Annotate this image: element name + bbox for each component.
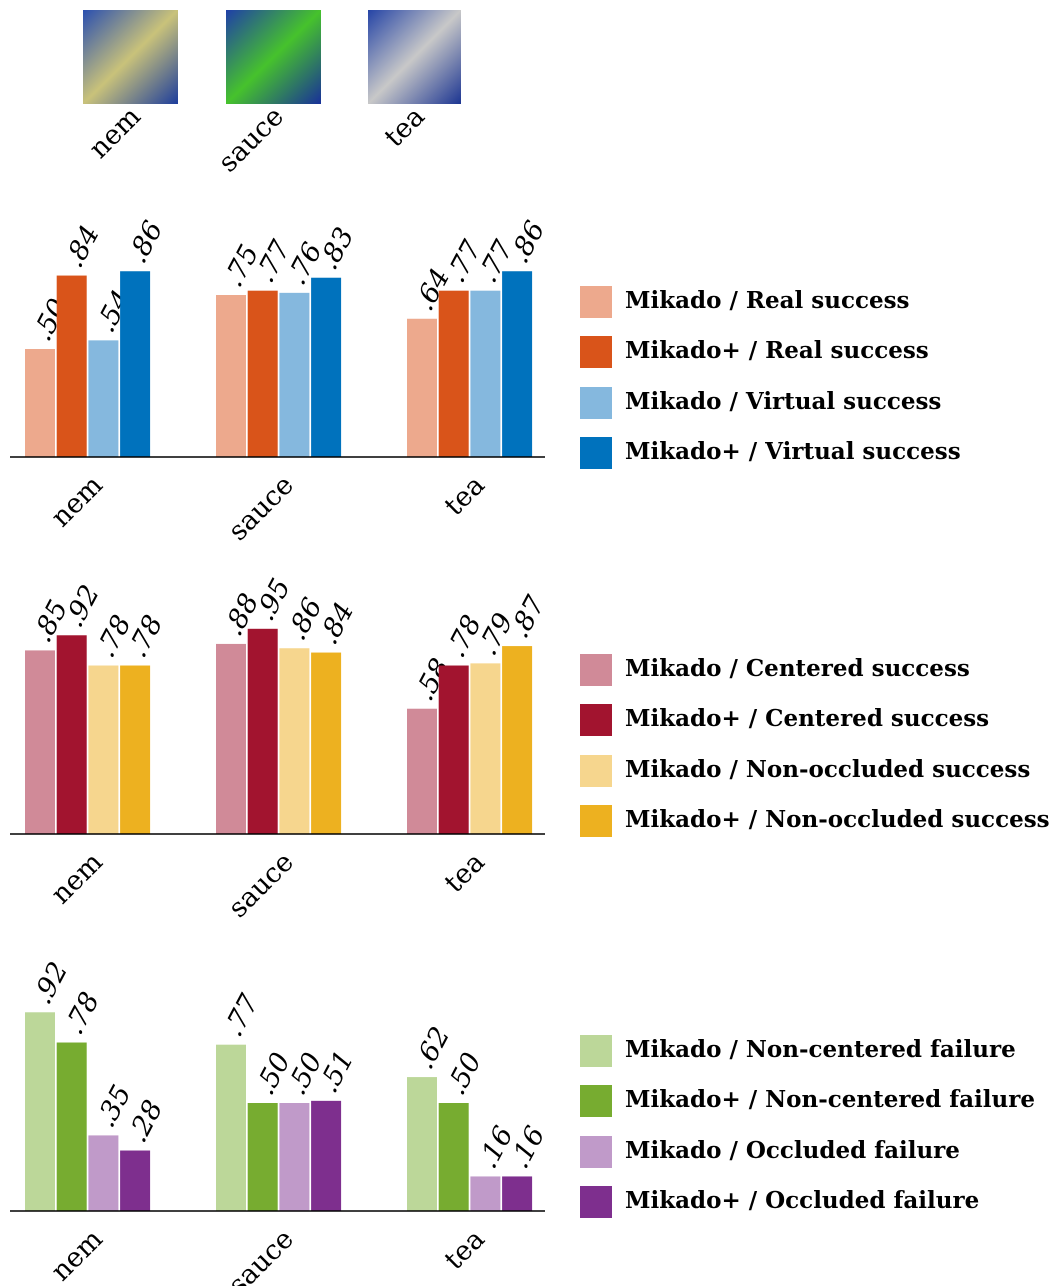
- bar: [502, 646, 533, 834]
- legend-swatch: [580, 704, 612, 736]
- legend-swatch: [580, 387, 612, 419]
- value-label: .16: [504, 1121, 552, 1173]
- x-tick-label: nem: [45, 470, 109, 534]
- bar: [311, 277, 342, 457]
- bar: [56, 635, 87, 834]
- bar: [247, 290, 278, 457]
- x-tick-label: nem: [45, 847, 109, 911]
- legend-label: Mikado / Virtual success: [625, 388, 941, 415]
- legend-label: Mikado / Non-occluded success: [625, 756, 1030, 783]
- value-label: .92: [27, 957, 75, 1009]
- thumbnail-image: [368, 10, 461, 104]
- x-tick-label: tea: [439, 1224, 491, 1276]
- legend-label: Mikado / Real success: [625, 287, 909, 314]
- bar: [438, 290, 469, 457]
- x-tick-label: sauce: [223, 847, 300, 924]
- bar: [470, 290, 501, 457]
- bar: [311, 652, 342, 834]
- value-label: .51: [313, 1046, 361, 1098]
- bar: [56, 1042, 87, 1211]
- legend-swatch: [580, 654, 612, 686]
- thumbnail-label: nem: [83, 101, 147, 165]
- legend-swatch: [580, 336, 612, 368]
- bar: [470, 663, 501, 834]
- bar: [502, 271, 533, 457]
- bar: [120, 271, 151, 457]
- legend-swatch: [580, 1085, 612, 1117]
- bar: [311, 1100, 342, 1211]
- x-tick-label: sauce: [223, 1224, 300, 1286]
- bar: [279, 1103, 310, 1211]
- x-tick-label: sauce: [223, 470, 300, 547]
- legend-swatch: [580, 755, 612, 787]
- bar: [56, 275, 87, 457]
- bar: [502, 1176, 533, 1211]
- bar: [88, 1135, 119, 1211]
- x-tick-label: tea: [439, 847, 491, 899]
- bar: [470, 1176, 501, 1211]
- legend-swatch: [580, 805, 612, 837]
- bar: [407, 318, 437, 457]
- thumbnail-label: sauce: [213, 101, 290, 178]
- legend-label: Mikado / Centered success: [625, 655, 970, 682]
- bar: [279, 648, 310, 834]
- value-label: .62: [409, 1022, 457, 1074]
- legend-swatch: [580, 286, 612, 318]
- legend-label: Mikado+ / Real success: [625, 337, 929, 364]
- bar: [216, 643, 246, 834]
- legend-swatch: [580, 437, 612, 469]
- legend-label: Mikado / Non-centered failure: [625, 1036, 1016, 1063]
- bar: [438, 665, 469, 834]
- bar: [25, 1012, 55, 1211]
- thumbnail-image: [83, 10, 178, 104]
- bar: [438, 1103, 469, 1211]
- value-label: .77: [218, 989, 266, 1042]
- bar: [216, 1044, 246, 1211]
- legend-label: Mikado+ / Non-occluded success: [625, 806, 1050, 833]
- bar: [216, 295, 246, 457]
- bar: [88, 340, 119, 457]
- value-label: .50: [441, 1048, 489, 1100]
- bar: [407, 708, 437, 834]
- legend-swatch: [580, 1136, 612, 1168]
- bar: [247, 1103, 278, 1211]
- bar: [247, 628, 278, 834]
- bar: [88, 665, 119, 834]
- thumbnail-image: [226, 10, 321, 104]
- bar: [25, 349, 55, 457]
- legend-label: Mikado+ / Occluded failure: [625, 1187, 979, 1214]
- legend-label: Mikado / Occluded failure: [625, 1137, 960, 1164]
- x-tick-label: nem: [45, 1224, 109, 1286]
- legend-label: Mikado+ / Centered success: [625, 705, 989, 732]
- bar: [25, 650, 55, 834]
- bar: [120, 1150, 151, 1211]
- value-label: .84: [59, 220, 107, 272]
- value-label: .86: [122, 216, 170, 268]
- bar: [279, 292, 310, 457]
- bar: [407, 1077, 437, 1211]
- legend-label: Mikado+ / Virtual success: [625, 438, 961, 465]
- x-tick-label: tea: [439, 470, 491, 522]
- bar: [120, 665, 151, 834]
- legend-swatch: [580, 1186, 612, 1218]
- legend-label: Mikado+ / Non-centered failure: [625, 1086, 1035, 1113]
- value-label: .78: [122, 610, 170, 662]
- value-label: .78: [59, 987, 107, 1039]
- legend-swatch: [580, 1035, 612, 1067]
- thumbnail-label: tea: [379, 101, 431, 153]
